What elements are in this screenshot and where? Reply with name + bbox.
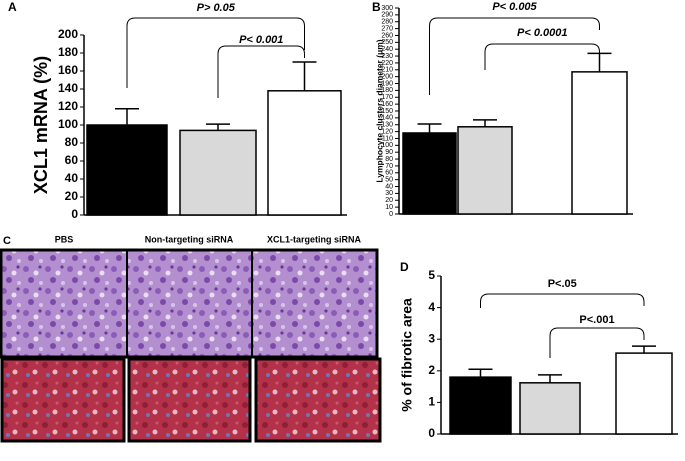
y-tick-label: 220 [381,60,393,67]
y-tick-label: 50 [385,177,393,184]
y-tick-label: 210 [381,67,393,74]
significance-bracket [429,17,600,95]
significance-label: P< 0.005 [492,1,537,13]
bar [519,382,581,435]
y-tick-label: 170 [381,94,393,101]
bar [267,90,342,216]
significance-label: P< 0.0001 [517,27,567,39]
bar [449,376,512,435]
y-tick-label: 200 [381,74,393,81]
y-tick-label: 140 [381,115,393,122]
y-tick-label: 90 [385,149,393,156]
y-tick-label: 5 [428,268,435,282]
bar [571,71,628,215]
significance-bracket [480,293,645,308]
y-tick-label: 0 [389,211,393,218]
y-tick-label: 80 [65,135,79,149]
bar [86,124,168,216]
y-tick-label: 180 [58,45,78,59]
significance-bracket [484,43,600,70]
y-tick-label: 200 [58,27,78,41]
significance-bracket [217,45,305,98]
y-tick-label: 20 [385,197,393,204]
y-tick-label: 230 [381,53,393,60]
y-tick-label: 2 [428,363,435,377]
y-tick-label: 60 [385,170,393,177]
significance-label: P<.05 [548,278,577,290]
panel-label: B [372,0,381,14]
y-tick-label: 180 [381,87,393,94]
y-tick-label: 30 [385,190,393,197]
panel-label: D [400,260,409,274]
y-tick-label: 70 [385,163,393,170]
y-tick-label: 120 [58,99,78,113]
bar [615,352,673,435]
y-tick-label: 240 [381,46,393,53]
y-tick-label: 100 [381,142,393,149]
y-tick-label: 160 [58,63,78,77]
micrograph [127,357,252,443]
y-tick-label: 110 [382,135,393,142]
micrograph [0,357,126,443]
y-tick-label: 300 [381,5,393,12]
y-tick-label: 4 [428,300,435,314]
significance-bracket [126,17,305,88]
y-tick-label: 190 [381,80,393,87]
column-label: PBS [55,234,74,244]
y-tick-label: 1 [428,395,435,409]
y-tick-label: 40 [385,183,393,190]
column-label: XCL1-targeting siRNA [267,234,362,244]
y-axis-label: Lymphocyte clusters diameter (μm) [374,39,384,182]
y-tick-label: 120 [381,128,393,135]
y-tick-label: 160 [381,101,393,108]
bar [179,129,257,216]
y-tick-label: 0 [428,426,435,440]
y-tick-label: 290 [381,12,393,19]
y-tick-label: 140 [58,81,78,95]
y-tick-label: 3 [428,331,435,345]
micrograph [254,357,382,443]
y-tick-label: 40 [65,171,79,185]
y-tick-label: 0 [71,207,78,221]
panel-label: C [3,235,11,247]
y-tick-label: 260 [381,32,393,39]
y-tick-label: 60 [65,153,79,167]
micrograph-row [0,248,379,359]
y-axis-label: XCL1 mRNA (%) [31,56,51,194]
y-tick-label: 130 [381,122,393,129]
y-tick-label: 10 [385,204,393,211]
column-label: Non-targeting siRNA [145,234,234,244]
bar [402,132,457,215]
bar [457,126,513,215]
y-tick-label: 250 [381,39,393,46]
y-tick-label: 100 [58,117,78,131]
y-tick-label: 280 [381,19,393,26]
panel-label: A [8,0,17,14]
significance-bracket [549,327,645,358]
significance-label: P< 0.001 [239,34,283,46]
y-axis-label: % of fibrotic area [399,298,415,412]
y-tick-label: 150 [381,108,393,115]
y-tick-label: 270 [381,25,393,32]
y-tick-label: 80 [385,156,393,163]
significance-label: P<.001 [579,314,614,326]
y-tick-label: 20 [65,189,79,203]
image-panel: C PBS Non-targeting siRNA XCL1-targeting… [0,234,382,443]
significance-label: P> 0.05 [197,2,236,14]
